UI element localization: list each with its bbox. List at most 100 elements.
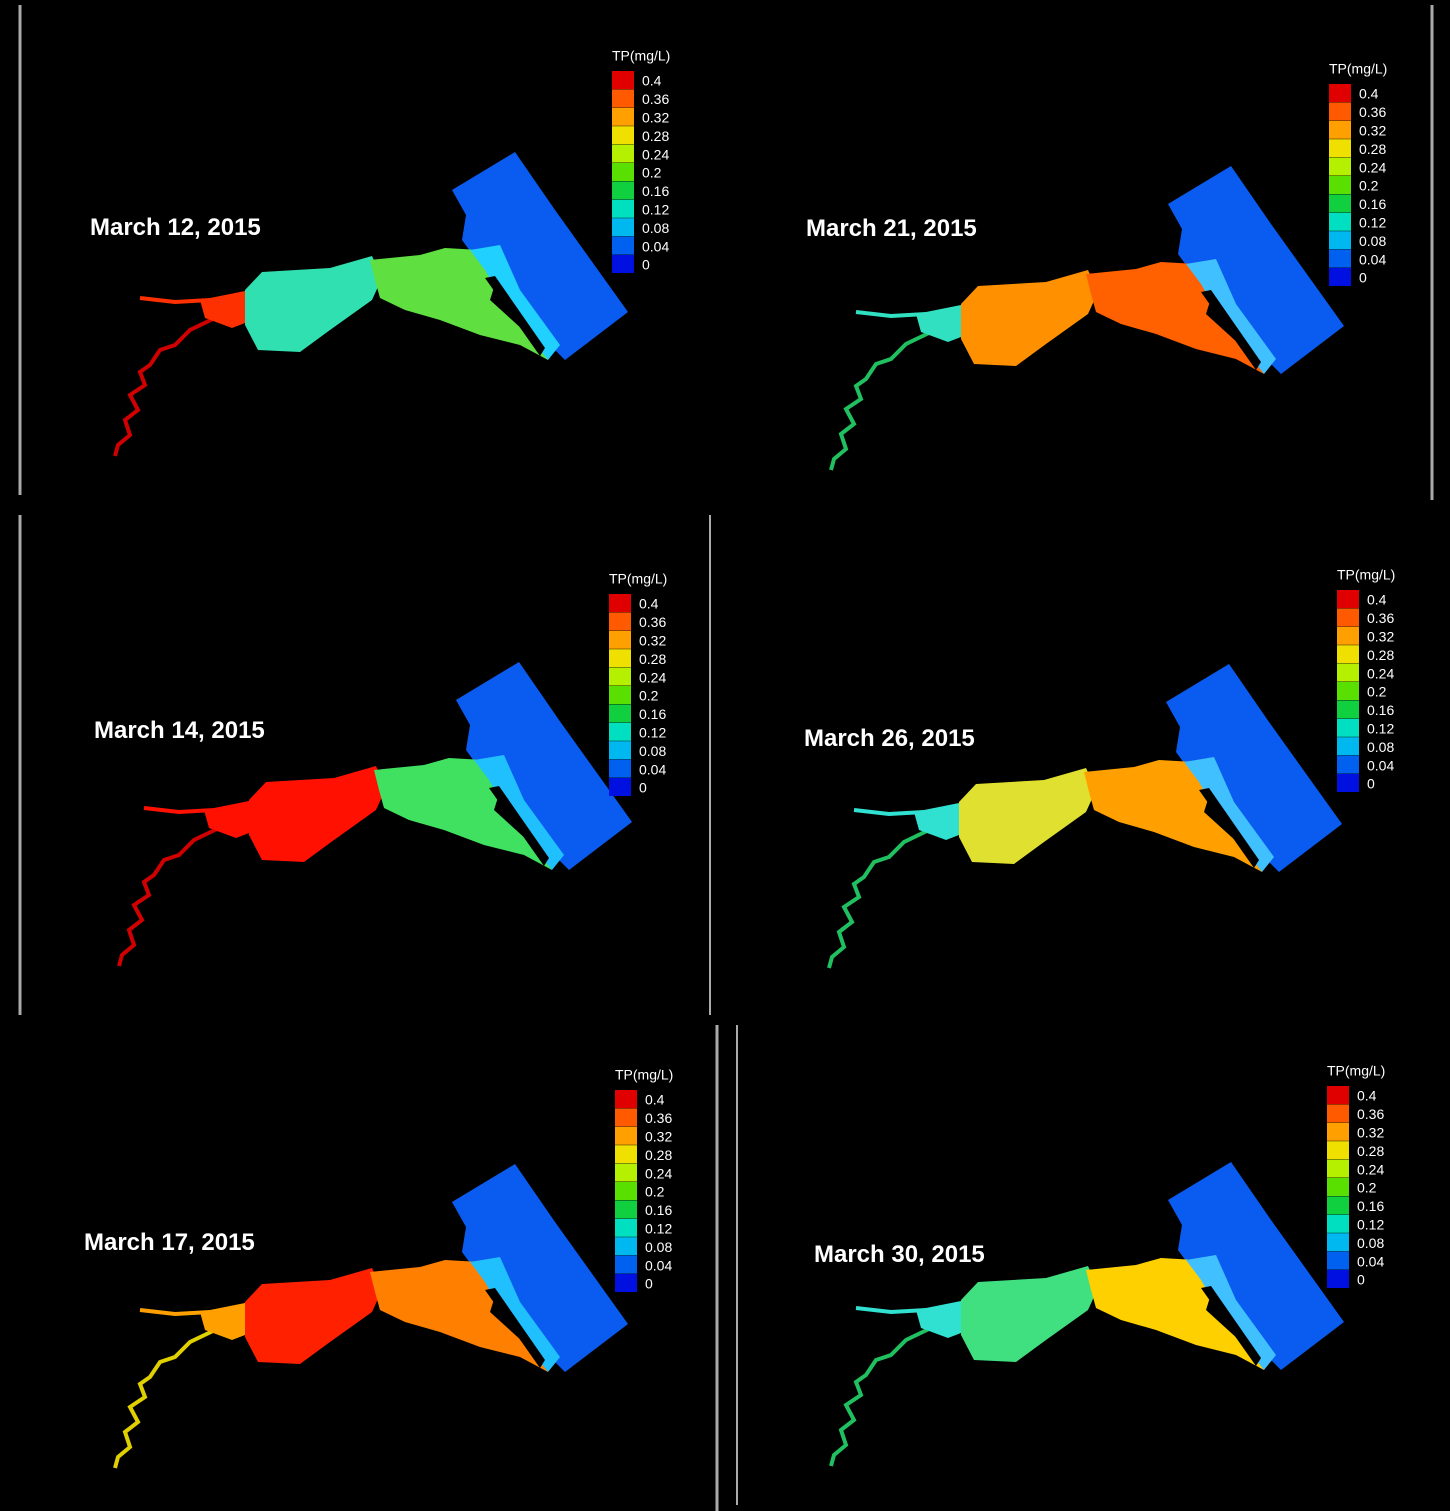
legend-label: 0.36	[645, 1110, 672, 1126]
legend-swatch	[1327, 1141, 1349, 1159]
legend-label: 0.4	[1357, 1088, 1377, 1104]
legend-swatch	[615, 1219, 637, 1237]
legend-swatch	[609, 723, 631, 741]
legend-swatch	[1327, 1104, 1349, 1122]
legend-label: 0	[1367, 776, 1375, 792]
legend-swatch	[1329, 158, 1351, 176]
legend-swatch	[1337, 590, 1359, 608]
legend-label: 0.28	[1359, 141, 1386, 157]
date-label: March 17, 2015	[84, 1229, 255, 1256]
legend-swatch	[1337, 627, 1359, 645]
legend-swatch	[1337, 756, 1359, 774]
legend-title: TP(mg/L)	[609, 571, 667, 587]
legend-swatch	[1329, 268, 1351, 286]
legend-swatch	[615, 1127, 637, 1145]
legend-label: 0.28	[645, 1147, 672, 1163]
legend-swatch	[612, 163, 634, 181]
legend-label: 0.08	[642, 220, 669, 236]
date-label: March 14, 2015	[94, 717, 265, 744]
legend-title: TP(mg/L)	[612, 48, 670, 64]
legend-label: 0.24	[639, 669, 666, 685]
legend-swatch	[612, 89, 634, 107]
legend-label: 0.36	[642, 91, 669, 107]
date-label: March 26, 2015	[804, 725, 975, 752]
legend-label: 0	[645, 1276, 653, 1292]
legend-swatch	[612, 71, 634, 89]
legend-swatch	[609, 668, 631, 686]
legend-label: 0.24	[642, 146, 669, 162]
legend-label: 0.28	[642, 128, 669, 144]
legend-label: 0.36	[1359, 104, 1386, 120]
legend-swatch	[615, 1274, 637, 1292]
legend-label: 0.32	[1367, 629, 1394, 645]
legend-swatch	[612, 237, 634, 255]
legend-swatch	[1327, 1270, 1349, 1288]
legend-label: 0.28	[1367, 647, 1394, 663]
legend-label: 0.04	[639, 761, 666, 777]
legend-label: 0	[642, 257, 650, 273]
legend-swatch	[609, 686, 631, 704]
legend-label: 0.04	[645, 1257, 672, 1273]
legend-swatch	[609, 741, 631, 759]
legend-label: 0.36	[1367, 610, 1394, 626]
legend-swatch	[609, 778, 631, 796]
legend-label: 0.2	[1359, 178, 1379, 194]
legend-swatch	[1337, 682, 1359, 700]
legend-label: 0.32	[642, 110, 669, 126]
legend-label: 0.4	[642, 73, 662, 89]
legend-label: 0.08	[645, 1239, 672, 1255]
legend-swatch	[615, 1090, 637, 1108]
legend-swatch	[615, 1108, 637, 1126]
legend-label: 0.32	[639, 633, 666, 649]
legend-label: 0.12	[642, 202, 669, 218]
legend-swatch	[615, 1237, 637, 1255]
legend-label: 0.4	[639, 596, 659, 612]
legend-swatch	[612, 218, 634, 236]
legend-swatch	[1327, 1196, 1349, 1214]
legend-swatch	[609, 594, 631, 612]
legend-label: 0.24	[1359, 159, 1386, 175]
legend-swatch	[615, 1256, 637, 1274]
legend-label: 0.4	[1367, 592, 1387, 608]
legend-swatch	[609, 612, 631, 630]
legend-swatch	[612, 108, 634, 126]
legend-label: 0	[639, 780, 647, 796]
legend-swatch	[609, 704, 631, 722]
legend-label: 0.04	[1359, 251, 1386, 267]
legend-swatch	[612, 255, 634, 273]
legend-swatch	[1327, 1215, 1349, 1233]
legend-label: 0.16	[1359, 196, 1386, 212]
legend-label: 0.12	[645, 1221, 672, 1237]
legend-label: 0.24	[1367, 665, 1394, 681]
legend-title: TP(mg/L)	[1329, 61, 1387, 77]
legend-swatch	[1329, 213, 1351, 231]
figure: March 12, 2015TP(mg/L)0.40.360.320.280.2…	[0, 0, 1450, 1511]
legend-label: 0.04	[642, 238, 669, 254]
legend-label: 0.12	[639, 725, 666, 741]
legend-label: 0.08	[1367, 739, 1394, 755]
legend-label: 0.28	[1357, 1143, 1384, 1159]
legend-label: 0.4	[1359, 86, 1379, 102]
legend-label: 0.36	[1357, 1106, 1384, 1122]
legend-title: TP(mg/L)	[1327, 1063, 1385, 1079]
legend-swatch	[1327, 1178, 1349, 1196]
legend-swatch	[1327, 1086, 1349, 1104]
legend-swatch	[615, 1164, 637, 1182]
legend-swatch	[612, 181, 634, 199]
date-label: March 21, 2015	[806, 215, 977, 242]
legend-label: 0.32	[1357, 1125, 1384, 1141]
legend-label: 0	[1357, 1272, 1365, 1288]
legend-swatch	[1329, 231, 1351, 249]
legend-label: 0.4	[645, 1092, 665, 1108]
legend-swatch	[1337, 664, 1359, 682]
legend-label: 0.24	[645, 1165, 672, 1181]
legend-label: 0.2	[1357, 1180, 1377, 1196]
legend-label: 0.32	[1359, 123, 1386, 139]
legend-swatch	[609, 649, 631, 667]
legend-label: 0.04	[1367, 757, 1394, 773]
legend-swatch	[609, 760, 631, 778]
legend-swatch	[1327, 1233, 1349, 1251]
legend-swatch	[1327, 1252, 1349, 1270]
legend-label: 0.16	[639, 706, 666, 722]
legend-title: TP(mg/L)	[615, 1067, 673, 1083]
